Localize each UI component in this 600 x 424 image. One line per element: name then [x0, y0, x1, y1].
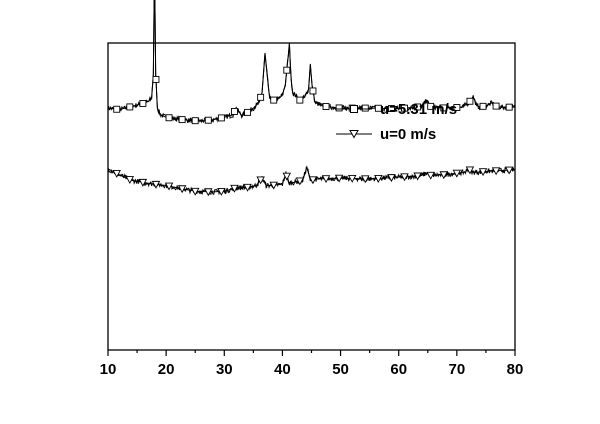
data-marker — [465, 166, 475, 175]
data-marker — [217, 114, 225, 122]
data-marker — [401, 104, 408, 112]
series-peaks-1 — [107, 0, 515, 122]
data-marker — [492, 102, 500, 110]
legend-entry-1: u=5.31 m/s — [336, 101, 457, 118]
data-marker — [361, 104, 369, 112]
data-marker — [426, 171, 435, 180]
data-marker — [256, 176, 265, 185]
data-marker — [504, 166, 514, 175]
data-marker — [334, 174, 344, 183]
data-marker — [282, 172, 292, 181]
data-marker — [177, 185, 187, 194]
data-marker — [491, 167, 501, 176]
data-marker — [204, 116, 212, 124]
data-marker — [217, 187, 226, 196]
data-marker — [190, 187, 200, 196]
data-marker — [466, 97, 474, 105]
data-marker — [440, 104, 448, 112]
x-tick-label: 80 — [507, 361, 524, 378]
data-marker — [400, 173, 409, 182]
data-marker — [191, 117, 199, 125]
data-marker — [244, 108, 251, 116]
data-marker — [452, 169, 462, 178]
data-marker — [257, 93, 265, 101]
x-axis-ticks: 10 20 30 40 50 60 70 80 — [100, 350, 524, 378]
series-layer — [107, 0, 516, 197]
data-marker — [204, 188, 213, 197]
legend-label-1: u=5.31 m/s — [380, 101, 457, 118]
data-marker — [387, 174, 396, 183]
data-marker — [309, 87, 317, 95]
data-marker — [414, 103, 422, 111]
data-marker — [413, 172, 422, 181]
x-tick-label: 10 — [100, 361, 117, 378]
data-marker — [427, 102, 435, 110]
data-marker — [113, 105, 121, 113]
series-2 — [107, 165, 516, 197]
x-tick-label: 70 — [449, 361, 466, 378]
data-marker — [126, 103, 134, 111]
data-marker — [347, 175, 357, 183]
data-marker — [138, 178, 148, 187]
data-marker — [178, 116, 186, 124]
data-marker — [439, 171, 449, 180]
data-marker — [388, 105, 395, 112]
data-marker — [361, 175, 370, 184]
data-marker — [151, 180, 161, 189]
series-1 — [107, 0, 516, 125]
legend-marker-triangle — [349, 130, 359, 139]
x-tick-label: 20 — [158, 361, 175, 378]
data-marker — [479, 102, 487, 110]
data-marker — [283, 66, 291, 74]
data-marker — [453, 104, 461, 111]
data-marker — [243, 183, 252, 192]
x-tick-label: 40 — [274, 361, 291, 378]
data-marker — [125, 176, 135, 185]
data-marker — [478, 168, 488, 177]
data-marker — [270, 96, 278, 104]
data-marker — [374, 104, 382, 112]
data-marker — [308, 176, 318, 185]
legend: u=5.31 m/s u=0 m/s — [336, 101, 457, 143]
data-marker — [230, 184, 239, 193]
x-tick-label: 60 — [390, 361, 407, 378]
data-marker — [231, 108, 238, 115]
legend-entry-2: u=0 m/s — [336, 126, 436, 143]
data-marker — [112, 170, 121, 178]
x-tick-label: 50 — [332, 361, 349, 378]
data-marker — [374, 175, 383, 183]
data-marker — [322, 103, 330, 111]
legend-label-2: u=0 m/s — [380, 126, 436, 143]
data-marker — [164, 182, 174, 191]
data-marker — [296, 96, 304, 104]
data-marker — [335, 104, 343, 112]
data-marker — [295, 177, 305, 186]
data-marker — [139, 100, 147, 107]
data-marker — [165, 114, 173, 122]
data-marker — [152, 75, 160, 83]
legend-marker-square — [350, 105, 358, 113]
data-marker — [505, 103, 513, 111]
x-tick-label: 30 — [216, 361, 233, 378]
data-marker — [321, 175, 331, 184]
data-marker — [269, 181, 278, 190]
